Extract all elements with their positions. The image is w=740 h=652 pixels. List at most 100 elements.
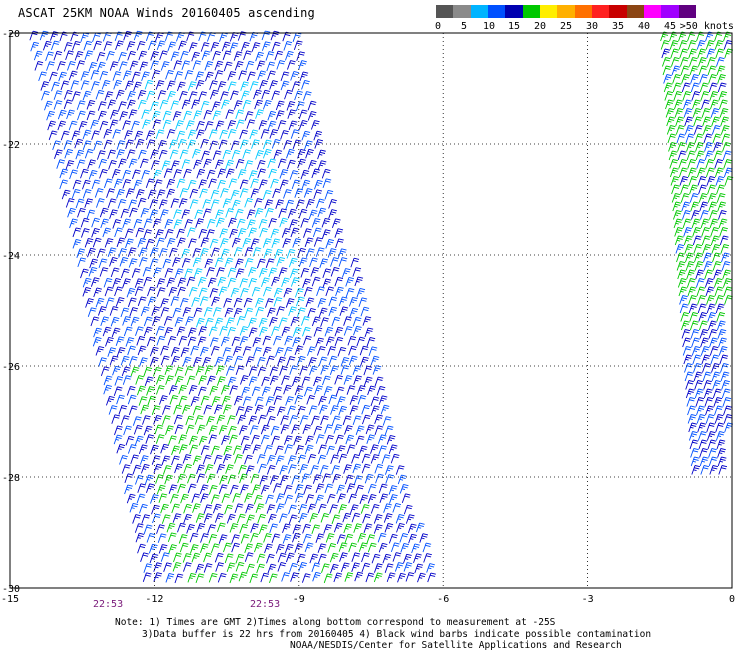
wind-barb [214, 317, 224, 328]
wind-barb [690, 329, 700, 339]
wind-barb [120, 307, 130, 318]
wind-barb [89, 258, 98, 269]
wind-barb [696, 159, 706, 169]
wind-barb [396, 522, 405, 533]
wind-barb [168, 435, 177, 446]
y-tick-label: -20 [2, 29, 20, 40]
wind-barb [208, 434, 218, 445]
wind-barb [288, 306, 297, 317]
chart-title: ASCAT 25KM NOAA Winds 20160405 ascending [18, 6, 315, 20]
colorbar-label: 15 [507, 21, 521, 32]
wind-barb [282, 523, 291, 534]
wind-barb [342, 512, 352, 523]
wind-barb [717, 201, 727, 212]
wind-barb [283, 346, 293, 357]
wind-barb [240, 534, 250, 544]
wind-barb [135, 326, 144, 336]
wind-barb [240, 81, 249, 91]
wind-barb [138, 257, 148, 267]
wind-barb [269, 129, 279, 139]
wind-barb [188, 238, 197, 248]
wind-barb [275, 544, 285, 554]
wind-barb [84, 50, 94, 60]
wind-barb [702, 244, 712, 254]
wind-barb [230, 287, 240, 298]
wind-barb [217, 168, 227, 179]
wind-barb [709, 210, 718, 220]
wind-barb [214, 552, 224, 563]
wind-barb [192, 503, 201, 513]
wind-barb [172, 111, 182, 121]
wind-barb [672, 201, 682, 212]
wind-barb [339, 552, 348, 562]
wind-barb [313, 376, 322, 387]
wind-barb [162, 405, 171, 415]
wind-barb [294, 287, 304, 298]
wind-barb [139, 455, 149, 465]
wind-barb [251, 386, 261, 397]
wind-barb [713, 269, 722, 280]
wind-barb [181, 209, 191, 219]
wind-barb [288, 257, 298, 268]
wind-barb [715, 422, 725, 433]
wind-barb [305, 248, 315, 258]
wind-barb [292, 524, 302, 534]
wind-barb [682, 346, 692, 356]
wind-barb [219, 326, 228, 336]
wind-barb [262, 238, 272, 248]
wind-barb [324, 483, 334, 494]
wind-barb [365, 572, 375, 583]
wind-barb [311, 168, 321, 179]
wind-barb [295, 101, 305, 111]
wind-barb [204, 258, 214, 269]
wind-barb [176, 31, 185, 42]
wind-barb [219, 238, 229, 248]
wind-barb [112, 129, 122, 139]
wind-barb [291, 81, 301, 91]
wind-barb [362, 513, 371, 524]
wind-barb [193, 110, 202, 120]
wind-barb [229, 42, 239, 52]
wind-barb [145, 434, 155, 444]
wind-barb [257, 513, 266, 524]
wind-barb [72, 179, 82, 190]
wind-barb [336, 484, 345, 495]
wind-barb [65, 160, 75, 170]
wind-barb [713, 397, 723, 407]
wind-barb [237, 228, 247, 238]
wind-barb [270, 30, 280, 41]
wind-barb [363, 376, 373, 387]
wind-barb [704, 150, 714, 161]
wind-barb [302, 533, 312, 544]
wind-barb [295, 445, 304, 455]
wind-barb [93, 287, 102, 298]
wind-barb [332, 473, 341, 484]
wind-barb [294, 188, 304, 198]
wind-barb [284, 543, 294, 554]
wind-barb [176, 130, 186, 141]
wind-barb [44, 100, 53, 111]
wind-barb [705, 159, 715, 169]
wind-barb [674, 99, 683, 110]
wind-barb [701, 235, 711, 246]
wind-barb [144, 376, 154, 387]
wind-barb [143, 425, 153, 436]
wind-barbs [29, 30, 734, 584]
wind-barb [309, 513, 319, 523]
wind-barb [80, 268, 89, 279]
wind-barb [196, 473, 206, 484]
wind-barb [318, 444, 327, 455]
map-frame [9, 32, 733, 589]
wind-barb [268, 168, 278, 179]
wind-barb [177, 237, 186, 248]
wind-barb [69, 218, 78, 229]
wind-barb [77, 110, 86, 121]
wind-barb [153, 179, 163, 189]
wind-barb [191, 99, 200, 110]
wind-barb [198, 179, 208, 189]
wind-barb [125, 337, 135, 347]
wind-barb [143, 524, 153, 535]
wind-barb [706, 176, 716, 186]
wind-barb [51, 81, 60, 92]
wind-barb [134, 435, 144, 446]
